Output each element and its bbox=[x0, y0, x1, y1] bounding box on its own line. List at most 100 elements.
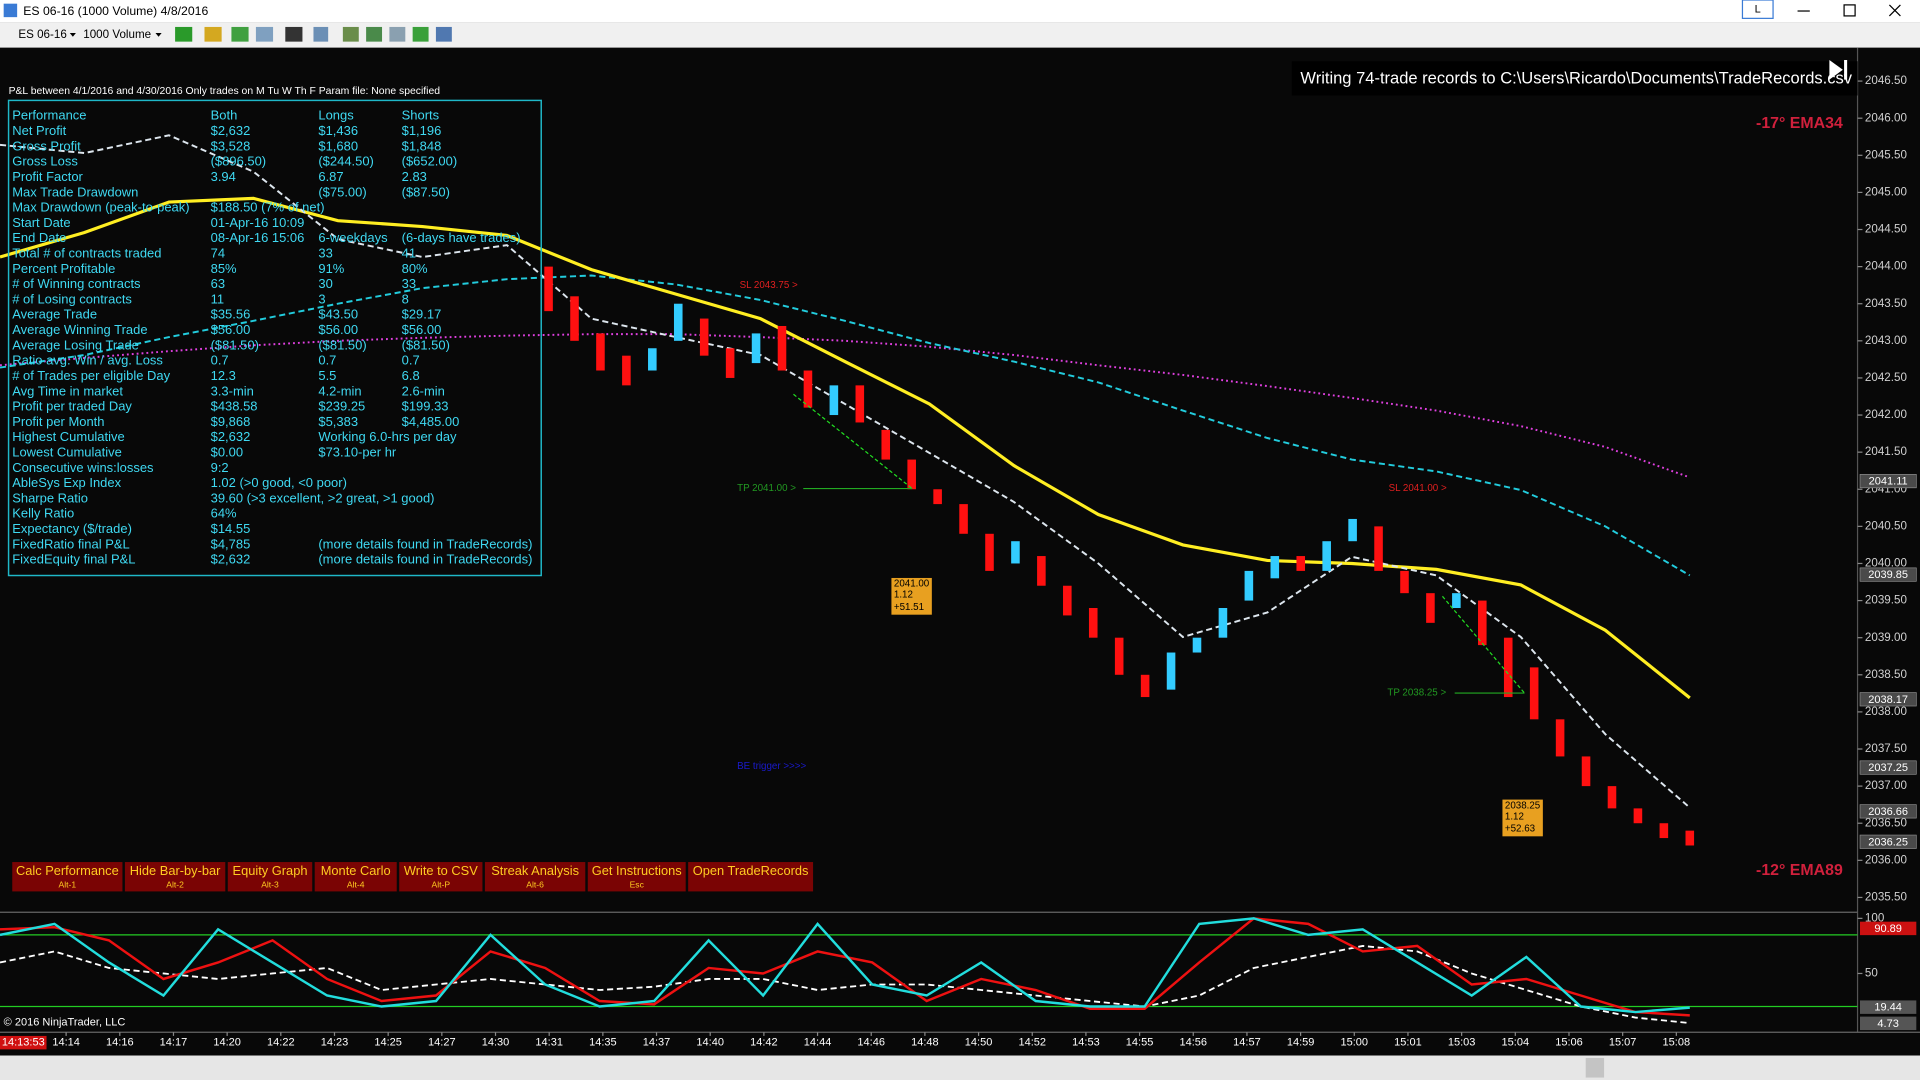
strategy-icon[interactable] bbox=[255, 26, 274, 42]
button-label[interactable]: Hide Bar-by-bar bbox=[130, 863, 221, 878]
price-tag bbox=[1859, 567, 1917, 582]
value-tag-label: 4.73 bbox=[1877, 1018, 1898, 1030]
dollar-icon[interactable] bbox=[412, 26, 429, 42]
button-label[interactable]: Get Instructions bbox=[592, 863, 682, 878]
table-cell: Both bbox=[211, 108, 238, 123]
table-cell: ($81.50) bbox=[318, 337, 366, 352]
button[interactable] bbox=[314, 862, 397, 892]
x-tick-label: 14:57 bbox=[1233, 1037, 1261, 1049]
draw-icon[interactable] bbox=[204, 26, 222, 42]
x-tick-label: 14:27 bbox=[428, 1037, 456, 1049]
table-cell: 41 bbox=[402, 246, 416, 261]
button-shortcut[interactable]: Alt-3 bbox=[261, 880, 279, 890]
layout-button[interactable] bbox=[1741, 0, 1774, 19]
table-cell: Percent Profitable bbox=[12, 261, 115, 276]
layout-button-label[interactable]: L bbox=[1755, 4, 1761, 16]
button-label[interactable]: Equity Graph bbox=[233, 863, 308, 878]
candle bbox=[596, 333, 605, 371]
candle bbox=[1529, 667, 1539, 720]
button-shortcut[interactable]: Alt-1 bbox=[59, 880, 77, 890]
dropdown-arrow[interactable] bbox=[155, 33, 162, 37]
table-cell: $199.33 bbox=[402, 399, 449, 414]
y-tick-label: 2037.00 bbox=[1865, 779, 1908, 792]
data-box-icon[interactable] bbox=[366, 26, 383, 42]
scrollbar-thumb[interactable] bbox=[1585, 1057, 1605, 1078]
trade-result: +52.63 bbox=[1505, 824, 1536, 835]
value-tag bbox=[1860, 1016, 1917, 1031]
table-cell: 85% bbox=[211, 261, 237, 276]
table-cell: $56.00 bbox=[402, 322, 442, 337]
table-cell: $4,485.00 bbox=[402, 414, 460, 429]
zoom-icon[interactable] bbox=[313, 26, 329, 42]
play-icon-bar[interactable] bbox=[1844, 60, 1848, 80]
y-tick-label: 2040.50 bbox=[1865, 519, 1908, 532]
app-icon bbox=[3, 3, 18, 18]
template-icon[interactable] bbox=[389, 26, 406, 42]
table-cell: $29.17 bbox=[402, 307, 442, 322]
x-tick-label: 15:01 bbox=[1394, 1037, 1422, 1049]
button-label[interactable]: Calc Performance bbox=[16, 863, 119, 878]
window-icon[interactable] bbox=[435, 26, 452, 42]
button-shortcut[interactable]: Alt-2 bbox=[166, 880, 184, 890]
toolbar-icons[interactable] bbox=[175, 26, 452, 42]
value-tag-label: 90.89 bbox=[1874, 923, 1902, 935]
candle bbox=[1374, 526, 1383, 571]
button[interactable] bbox=[688, 862, 814, 892]
table-cell: 63 bbox=[211, 276, 225, 291]
y-tick-label: 2044.50 bbox=[1865, 223, 1908, 236]
button-label[interactable]: Monte Carlo bbox=[321, 863, 391, 878]
table-cell: 2.6-min bbox=[402, 383, 445, 398]
button-shortcut[interactable]: Alt-P bbox=[432, 880, 451, 890]
price-tag bbox=[1859, 692, 1917, 707]
button[interactable] bbox=[587, 862, 686, 892]
candle bbox=[622, 355, 631, 386]
indicator-line bbox=[0, 274, 1691, 577]
table-cell: 6-weekdays bbox=[318, 230, 388, 245]
button[interactable] bbox=[12, 862, 123, 892]
table-cell: ($75.00) bbox=[318, 184, 366, 199]
table-cell: ($81.50) bbox=[402, 337, 450, 352]
button-shortcut[interactable]: Alt-6 bbox=[526, 880, 544, 890]
candle bbox=[1218, 608, 1228, 638]
close-button[interactable] bbox=[1888, 4, 1901, 17]
button-label[interactable]: Write to CSV bbox=[404, 863, 478, 878]
instrument-selector[interactable]: ES 06-16 bbox=[18, 28, 66, 41]
table-cell: Max Trade Drawdown bbox=[12, 184, 138, 199]
table-cell: ($244.50) bbox=[318, 154, 374, 169]
button-label[interactable]: Open TradeRecords bbox=[693, 863, 809, 878]
table-cell: 6.8 bbox=[402, 368, 420, 383]
candle bbox=[1581, 756, 1591, 787]
x-tick-label: 14:14 bbox=[52, 1037, 80, 1049]
bar-type-icon[interactable] bbox=[175, 26, 193, 42]
indicator-icon[interactable] bbox=[231, 26, 249, 42]
button[interactable] bbox=[399, 862, 483, 892]
table-cell: Kelly Ratio bbox=[12, 506, 74, 521]
x-tick-label: 14:56 bbox=[1179, 1037, 1207, 1049]
y-tick-label: 2042.50 bbox=[1865, 371, 1908, 384]
button-shortcut[interactable]: Alt-4 bbox=[347, 880, 365, 890]
table-cell: (more details found in TradeRecords) bbox=[318, 552, 532, 567]
dropdown-arrow[interactable] bbox=[69, 33, 76, 37]
button[interactable] bbox=[227, 862, 313, 892]
table-cell: Average Losing Trade bbox=[12, 337, 139, 352]
button-shortcut[interactable]: Esc bbox=[630, 880, 645, 890]
maximize-button[interactable] bbox=[1843, 4, 1856, 17]
stop-loss-label: SL 2041.00 > bbox=[1389, 483, 1447, 494]
indicator-line bbox=[0, 196, 1691, 700]
crosshair-icon[interactable] bbox=[285, 26, 303, 42]
x-tick-label: 14:48 bbox=[911, 1037, 939, 1049]
y-tick-label: 2042.00 bbox=[1865, 408, 1908, 421]
button[interactable] bbox=[484, 862, 586, 892]
interval-selector[interactable]: 1000 Volume bbox=[83, 28, 151, 41]
button-label[interactable]: Streak Analysis bbox=[491, 863, 579, 878]
candle bbox=[803, 370, 813, 408]
button[interactable] bbox=[124, 862, 226, 892]
y-tick-label: 2037.50 bbox=[1865, 742, 1908, 755]
trade-result-box bbox=[1502, 799, 1543, 837]
candle bbox=[1426, 593, 1435, 623]
candle bbox=[1685, 830, 1695, 846]
properties-icon[interactable] bbox=[342, 26, 359, 42]
price-tag bbox=[1859, 804, 1917, 819]
play-icon[interactable] bbox=[1829, 60, 1843, 80]
